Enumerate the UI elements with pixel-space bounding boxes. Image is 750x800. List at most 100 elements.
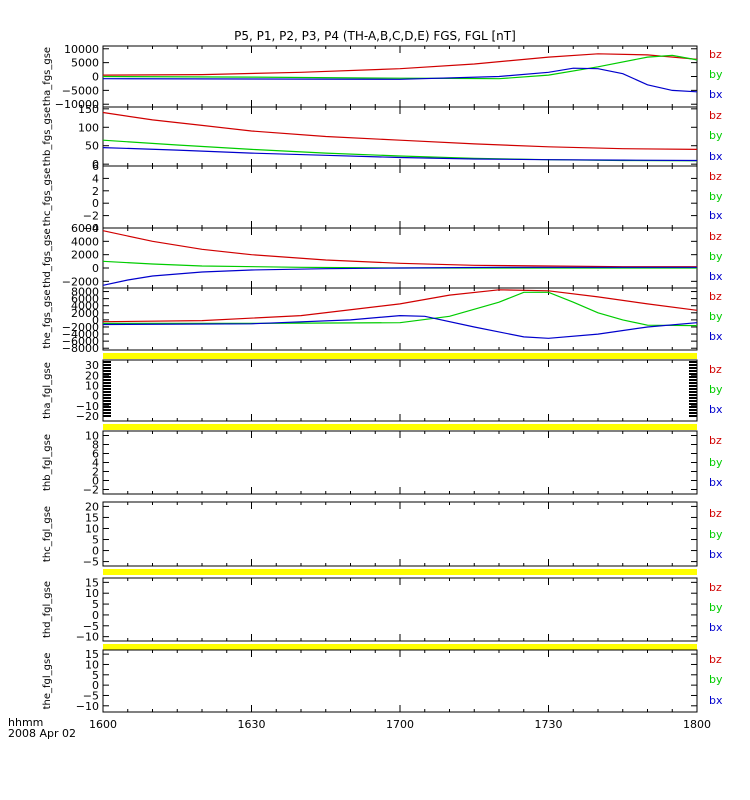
series-by-line — [102, 54, 698, 80]
y-tick-label: 5000 — [71, 57, 99, 70]
y-tick-label: 15 — [85, 648, 99, 661]
series-bx-line — [102, 147, 698, 162]
legend-bz: bz — [709, 48, 722, 61]
data-flag-bar — [103, 569, 697, 575]
series-bz-line — [102, 53, 698, 76]
x-tick-label: 1730 — [535, 718, 563, 731]
y-tick-label: −2 — [83, 210, 99, 223]
data-flag-bar — [103, 644, 697, 650]
y-tick-label: 10 — [85, 587, 99, 600]
y-axis-label: thb_fgs_gse — [42, 107, 53, 166]
panel-frame — [102, 359, 698, 422]
y-tick-label: 15 — [85, 576, 99, 589]
y-tick-label: 10 — [85, 379, 99, 392]
series-bz-line — [102, 289, 698, 323]
legend-bx: bx — [709, 209, 723, 222]
panel-frame — [102, 165, 698, 229]
y-tick-label: 20 — [85, 500, 99, 513]
legend-bz: bz — [709, 434, 722, 447]
y-tick-label: 0 — [92, 545, 99, 558]
panel-frame — [102, 501, 698, 567]
y-tick-label: 6 — [92, 160, 99, 173]
y-axis-label: the_fgl_gse — [42, 653, 53, 710]
y-tick-label: 10 — [85, 522, 99, 535]
y-tick-label: 5 — [92, 598, 99, 611]
legend-bx: bx — [709, 270, 723, 283]
panel-frame — [102, 649, 698, 713]
y-tick-label: −5000 — [62, 84, 99, 97]
y-tick-label: 8000 — [71, 286, 99, 299]
legend-bz: bz — [709, 507, 722, 520]
y-tick-label: 0 — [92, 262, 99, 275]
y-tick-label: −6000 — [62, 335, 99, 348]
y-tick-label: 4000 — [71, 300, 99, 313]
y-axis-label: thc_fgl_gse — [42, 506, 53, 562]
date-label: 2008 Apr 02 — [8, 727, 77, 740]
y-axis-label: the_fgs_gse — [42, 289, 53, 348]
time-axis-label: hhmm — [8, 716, 44, 729]
legend-bz: bz — [709, 170, 722, 183]
legend-by: by — [709, 456, 723, 469]
legend-bx: bx — [709, 621, 723, 634]
series-bz-line — [102, 230, 697, 268]
y-axis-label: tha_fgl_gse — [42, 362, 53, 419]
y-tick-label: 6000 — [71, 293, 99, 306]
panel-thb_fgs_gse: 150 100 50 0 thb_fgs_gse bz by bx — [42, 103, 723, 171]
y-tick-label: −10 — [76, 400, 99, 413]
series-by-line — [102, 260, 697, 269]
legend-bx: bx — [709, 88, 723, 101]
y-tick-label: 6 — [92, 448, 99, 461]
y-axis-label: thb_fgl_gse — [42, 434, 53, 491]
series-bx-line — [102, 314, 698, 339]
y-tick-label: 50 — [85, 140, 99, 153]
y-tick-label: 10 — [85, 658, 99, 671]
y-tick-label: 0 — [92, 314, 99, 327]
legend-bz: bz — [709, 290, 722, 303]
legend-by: by — [709, 310, 723, 323]
x-tick-label: 1800 — [683, 718, 711, 731]
y-axis-label: tha_fgs_gse — [42, 47, 53, 106]
y-tick-label: −4000 — [62, 328, 99, 341]
y-tick-label: 4 — [92, 457, 99, 470]
legend-by: by — [709, 250, 723, 263]
panel-frame — [102, 577, 698, 642]
y-tick-label: 5 — [92, 669, 99, 682]
legend-bx: bx — [709, 150, 723, 163]
y-tick-label: 2000 — [71, 249, 99, 262]
legend-bz: bz — [709, 363, 722, 376]
y-tick-label: −2000 — [62, 275, 99, 288]
y-tick-label: 10000 — [64, 43, 99, 56]
series-bz-line — [102, 111, 698, 150]
y-tick-label: 8 — [92, 439, 99, 452]
legend-bz: bz — [709, 230, 722, 243]
series-bx-line — [102, 266, 697, 286]
y-tick-label: 0 — [92, 390, 99, 403]
panel-frame — [102, 227, 698, 289]
legend-bz: bz — [709, 109, 722, 122]
y-tick-label: 0 — [92, 609, 99, 622]
legend-by: by — [709, 601, 723, 614]
legend-bx: bx — [709, 548, 723, 561]
data-flag-bar — [103, 353, 697, 359]
legend-bx: bx — [709, 403, 723, 416]
y-tick-label: 6000 — [71, 222, 99, 235]
legend-by: by — [709, 129, 723, 142]
y-tick-label: 0 — [92, 475, 99, 488]
x-tick-label: 1600 — [89, 718, 117, 731]
legend-bz: bz — [709, 653, 722, 666]
chart-title: P5, P1, P2, P3, P4 (TH-A,B,C,D,E) FGS, F… — [234, 29, 516, 43]
y-axis-label: thc_fgs_gse — [42, 168, 53, 227]
legend-bx: bx — [709, 694, 723, 707]
y-tick-label: −4 — [83, 222, 99, 235]
legend-by: by — [709, 383, 723, 396]
legend-by: by — [709, 68, 723, 81]
y-tick-label: 0 — [92, 679, 99, 692]
y-tick-label: 2 — [92, 466, 99, 479]
y-tick-label: 4000 — [71, 235, 99, 248]
legend-by: by — [709, 673, 723, 686]
